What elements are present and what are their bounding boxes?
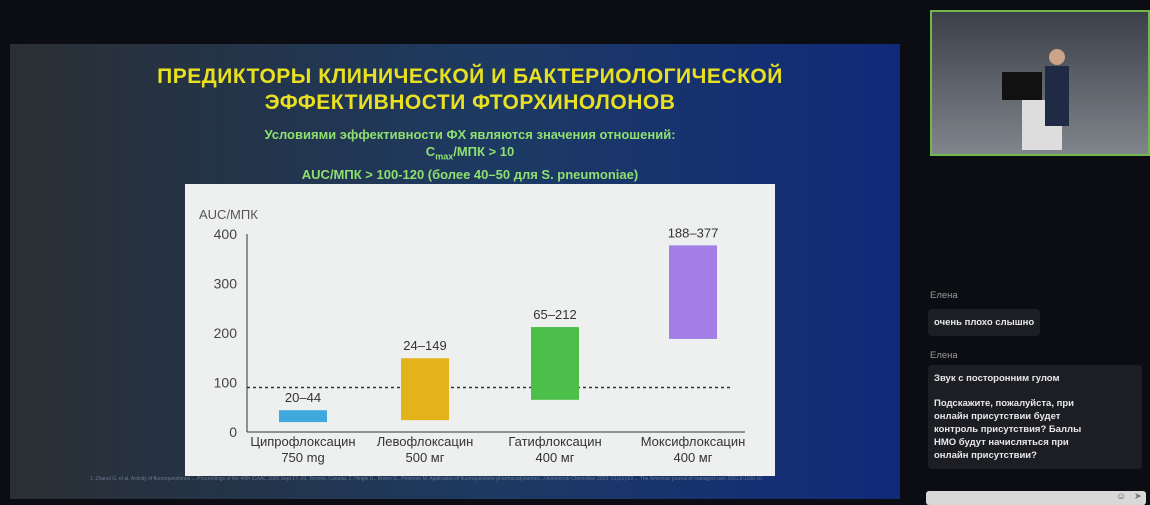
category-dose: 400 мг [536,450,575,465]
chat-message-text: Подскажите, пожалуйста, при онлайн прису… [934,398,1082,461]
category-label: Ципрофлоксацин [250,434,355,449]
range-bar [279,410,327,423]
range-bar [669,245,717,339]
bar-label: 24–149 [403,338,446,353]
y-axis-label: AUC/МПК [199,207,258,222]
slide-title: ПРЕДИКТОРЫ КЛИНИЧЕСКОЙ И БАКТЕРИОЛОГИЧЕС… [157,65,783,114]
cmax-c: C [425,144,436,159]
range-bar [531,327,579,400]
auc-mic-chart: AUC/МПК 0 100 200 300 400 20–44 Ципрофлоксацин7… [199,207,746,465]
y-tick-label: 400 [214,226,238,242]
speaker-image [1002,49,1069,150]
subtitle-line: Cmax/МПК > 10 [190,143,750,166]
category-dose: 400 мг [674,450,713,465]
subtitle-line: AUC/МПК > 100-120 (более 40–50 для S. pn… [301,166,639,182]
category-dose: 500 мг [406,450,445,465]
chat-message: Звук с посторонним гулом Подскажите, пож… [928,365,1142,469]
cmax-sub: max [435,151,454,162]
send-icon[interactable]: ➤ [1134,491,1142,502]
speaker-body [1045,66,1069,126]
category-label: Гатифлоксацин [508,434,601,449]
range-bar [401,358,449,421]
y-tick-label: 0 [229,424,237,440]
subtitle-line: Условиями эффективности ФХ являются знач… [264,127,676,142]
bar-label: 65–212 [533,307,576,322]
speaker-video[interactable] [930,10,1150,156]
y-tick-label: 300 [214,276,238,292]
chat-panel: Елена очень плохо слышно Елена Звук с по… [920,280,1150,505]
emoji-icon[interactable]: ☺ [1116,491,1126,502]
chat-message-text: Звук с посторонним гулом [934,373,1060,384]
chat-author: Елена [930,350,958,361]
references: 1. Zhanel G. et al. Activity of fluoroqu… [90,476,763,482]
y-tick-label: 100 [214,375,238,391]
chat-input[interactable]: ☺ ➤ [926,491,1146,505]
cmax-rest: /МПК > 10 [453,144,515,159]
y-tick-label: 200 [214,325,238,341]
category-dose: 750 mg [281,450,324,465]
bar-label: 20–44 [285,390,321,405]
category-label: Левофлоксацин [377,434,474,449]
chat-author: Елена [930,290,958,301]
slide-subtitle: Условиями эффективности ФХ являются знач… [190,126,750,183]
bar-label: 188–377 [668,225,719,240]
speaker-head [1049,49,1065,65]
category-label: Моксифлоксацин [641,434,746,449]
chart-area: AUC/МПК 0 100 200 300 400 20–44 Ципрофлоксацин 7… [185,184,775,476]
monitor [1002,72,1042,100]
presentation-slide: ПРЕДИКТОРЫ КЛИНИЧЕСКОЙ И БАКТЕРИОЛОГИЧЕС… [10,44,900,499]
chat-message: очень плохо слышно [928,309,1041,336]
